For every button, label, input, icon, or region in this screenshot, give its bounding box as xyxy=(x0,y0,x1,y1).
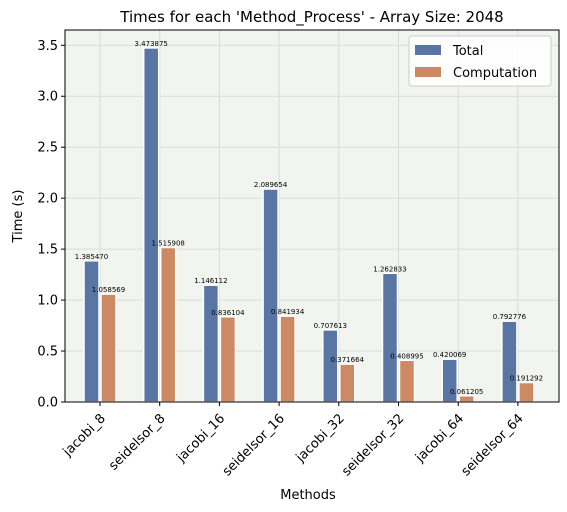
data-label-computation-jacobi_32: 0.371664 xyxy=(331,356,365,364)
x-tick-label: jacobi_32 xyxy=(293,411,348,466)
legend-swatch-computation xyxy=(415,67,441,77)
legend-box xyxy=(408,35,552,87)
y-axis-title: Time (s) xyxy=(11,190,26,244)
legend-label-computation: Computation xyxy=(453,66,537,81)
legend-swatch-total xyxy=(415,45,441,55)
y-tick-label: 1.5 xyxy=(37,243,58,258)
data-label-total-jacobi_32: 0.707613 xyxy=(314,322,347,330)
data-label-total-jacobi_16: 1.146112 xyxy=(194,277,227,285)
legend: Total Computation xyxy=(408,35,552,87)
data-label-total-jacobi_64: 0.420069 xyxy=(433,351,466,359)
data-label-computation-seidelsor_32: 0.408995 xyxy=(390,352,423,360)
bar-total-seidelsor_64 xyxy=(501,320,518,403)
bar-computation-seidelsor_64 xyxy=(518,381,535,403)
data-label-total-seidelsor_32: 1.262833 xyxy=(373,265,406,273)
bar-total-jacobi_16 xyxy=(202,284,220,403)
bar-computation-seidelsor_8 xyxy=(159,246,177,403)
y-tick-label: 2.0 xyxy=(37,192,58,207)
y-tick-label: 1.0 xyxy=(37,294,58,309)
y-tick-label: 3.5 xyxy=(37,39,58,54)
data-label-total-seidelsor_64: 0.792776 xyxy=(493,313,527,321)
data-label-computation-seidelsor_64: 0.191292 xyxy=(510,375,543,383)
data-labels: 1.385470 3.473875 1.146112 2.089654 0.707613… xyxy=(75,40,543,396)
data-label-computation-jacobi_64: 0.061205 xyxy=(450,388,483,396)
x-tick-label: seidelsor_64 xyxy=(459,411,527,479)
bars xyxy=(83,47,535,403)
bar-total-seidelsor_8 xyxy=(142,47,160,403)
data-label-total-jacobi_8: 1.385470 xyxy=(75,253,108,261)
x-tick-label: seidelsor_16 xyxy=(220,411,288,479)
bar-computation-jacobi_64 xyxy=(458,395,475,403)
data-label-computation-seidelsor_16: 0.841934 xyxy=(271,308,305,316)
data-label-total-seidelsor_16: 2.089654 xyxy=(254,181,288,189)
y-tick-label: 2.5 xyxy=(37,141,58,156)
y-tick-label: 0.5 xyxy=(37,345,58,360)
data-label-computation-seidelsor_8: 1.515908 xyxy=(151,240,184,248)
bar-total-seidelsor_16 xyxy=(262,188,279,403)
x-tick-label: jacobi_8 xyxy=(60,411,109,460)
bar-computation-seidelsor_16 xyxy=(279,315,296,403)
bar-total-jacobi_8 xyxy=(83,260,100,403)
chart-title: Times for each 'Method_Process' - Array … xyxy=(119,8,503,27)
x-tick-label: jacobi_16 xyxy=(173,411,228,466)
y-axis: 0.0 0.5 1.0 1.5 2.0 2.5 3.0 3.5 xyxy=(37,39,65,411)
bar-computation-jacobi_8 xyxy=(100,293,117,403)
bar-computation-jacobi_32 xyxy=(339,363,356,403)
x-tick-label: seidelsor_32 xyxy=(339,411,407,479)
bar-computation-seidelsor_32 xyxy=(398,359,416,403)
bar-total-jacobi_32 xyxy=(322,329,339,403)
bar-total-seidelsor_32 xyxy=(381,272,399,403)
x-axis-title: Methods xyxy=(280,488,336,503)
x-tick-label: seidelsor_8 xyxy=(106,411,168,473)
x-tick-label: jacobi_64 xyxy=(412,411,467,466)
y-tick-label: 0.0 xyxy=(37,396,58,411)
data-label-total-seidelsor_8: 3.473875 xyxy=(134,40,167,48)
bar-computation-jacobi_16 xyxy=(219,316,237,403)
plot-frame xyxy=(64,29,560,403)
legend-label-total: Total xyxy=(452,44,483,59)
y-tick-label: 3.0 xyxy=(37,90,58,105)
data-label-computation-jacobi_8: 1.058569 xyxy=(92,286,125,294)
data-label-computation-jacobi_16: 0.836104 xyxy=(211,309,245,317)
